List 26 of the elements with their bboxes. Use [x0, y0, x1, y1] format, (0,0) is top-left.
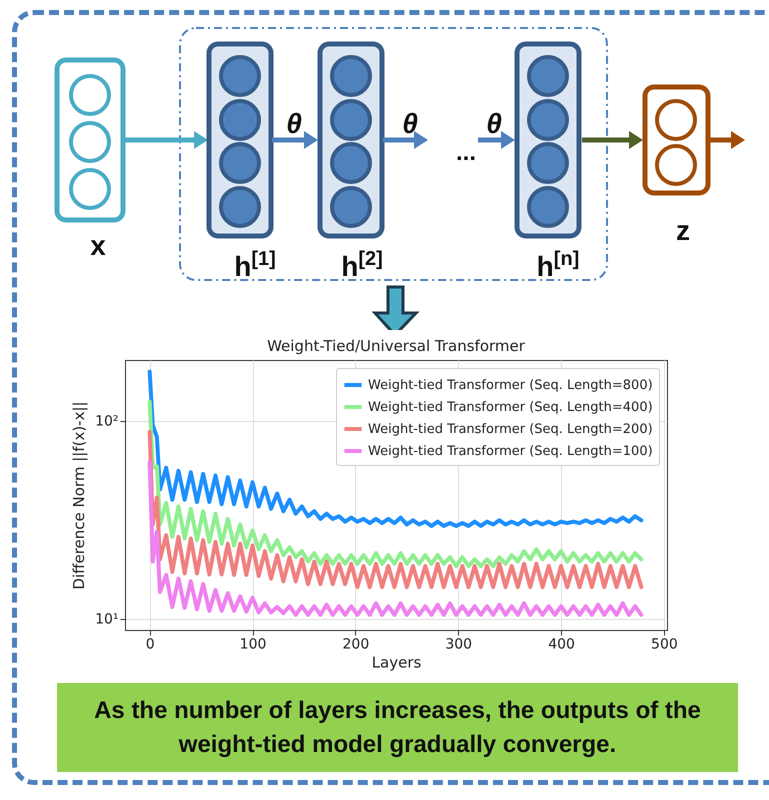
x-axis-title: Layers: [372, 654, 422, 672]
text: θ: [486, 108, 502, 139]
text: θ: [286, 108, 302, 139]
x-tick-label: 500: [651, 636, 678, 652]
x-tick-label: 200: [342, 636, 370, 652]
line-series: [148, 460, 644, 617]
x-tick-label: 300: [445, 636, 472, 652]
y-tick-label: 10¹: [95, 612, 118, 628]
text: As the number of layers increases, the outputs of the weight-tied model gradually converge.: [57, 683, 738, 772]
legend-label: Weight-tied Transformer (Seq. Length=200): [368, 422, 653, 437]
text: h$^{[n]}$: [536, 248, 580, 282]
legend-label: Weight-tied Transformer (Seq. Length=400): [368, 400, 653, 415]
text: h$^{[1]}$: [234, 248, 276, 282]
text: h$^{[2]}$: [341, 248, 383, 282]
text: x: [90, 230, 106, 261]
x-tick-label: 100: [240, 636, 266, 652]
x-tick-label: 0: [146, 636, 155, 652]
y-axis-title: Difference Norm ||f(x)-x||: [70, 401, 88, 590]
chart-title: Weight-Tied/Universal Transformer: [267, 337, 526, 355]
legend-label: Weight-tied Transformer (Seq. Length=100): [368, 444, 653, 459]
text: z: [676, 215, 690, 246]
text: θ: [402, 108, 418, 139]
legend-label: Weight-tied Transformer (Seq. Length=800): [368, 378, 653, 393]
text: ...: [456, 139, 476, 166]
x-tick-label: 400: [548, 636, 575, 652]
y-tick-label: 10²: [95, 413, 118, 430]
